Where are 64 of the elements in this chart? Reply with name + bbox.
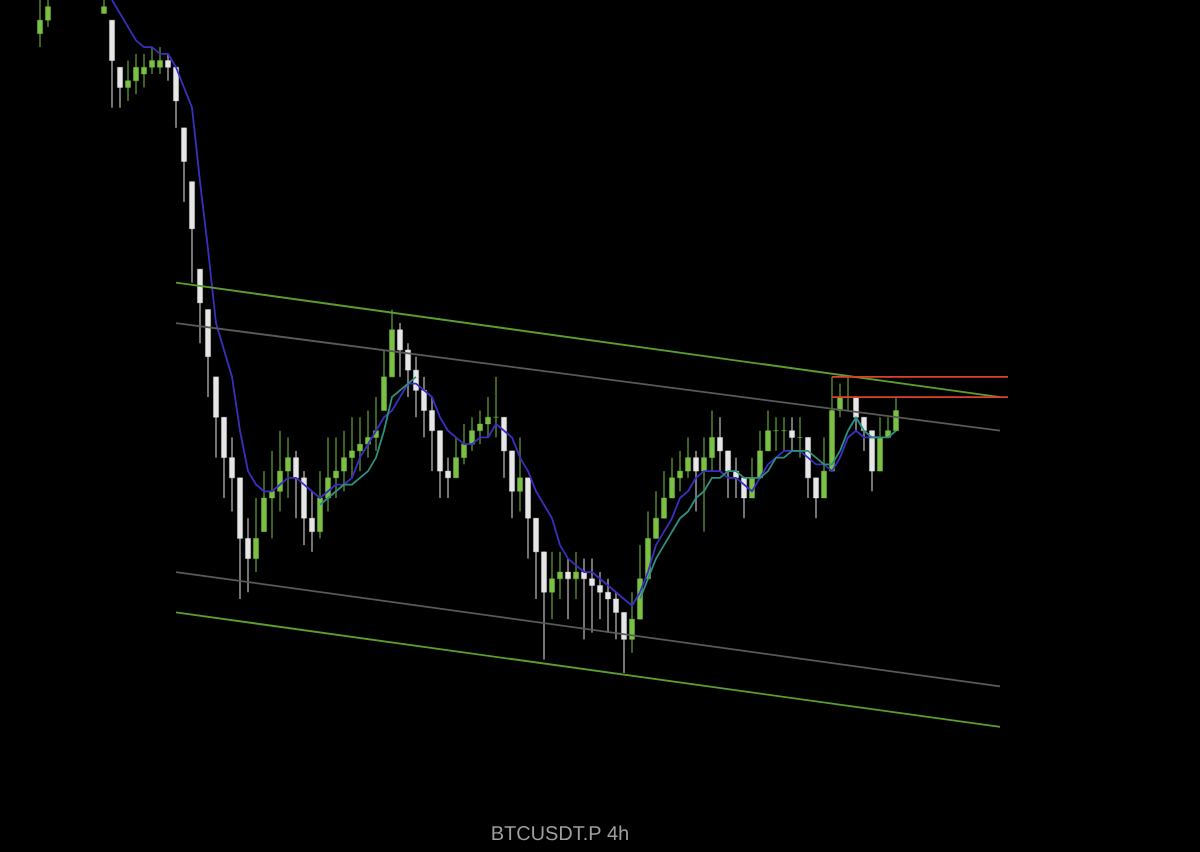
candlestick (613, 591, 619, 640)
candlestick (453, 436, 459, 479)
candlestick (269, 450, 275, 539)
candlestick (797, 416, 803, 459)
candlestick (37, 0, 43, 48)
candlestick (309, 490, 315, 553)
candlestick (781, 416, 787, 452)
candlestick (133, 53, 139, 95)
candlestick (557, 551, 563, 600)
candlestick (493, 376, 499, 438)
candlestick (813, 477, 819, 519)
candlestick (861, 416, 867, 452)
candlestick (701, 436, 707, 533)
candlestick (445, 457, 451, 499)
candlestick (677, 450, 683, 492)
candlestick (661, 470, 667, 519)
candlestick (149, 46, 155, 75)
candlestick (101, 0, 107, 14)
candlestick (357, 416, 363, 472)
candlestick (581, 558, 587, 640)
candlestick (429, 396, 435, 472)
candlestick (893, 396, 899, 432)
candlestick (573, 551, 579, 600)
candlestick (717, 416, 723, 472)
candlestick (669, 457, 675, 499)
candlestick (725, 450, 731, 499)
candlestick (157, 46, 163, 75)
candlestick (589, 558, 595, 634)
candlestick (253, 497, 259, 573)
candlestick (349, 416, 355, 479)
candlestick (421, 376, 427, 438)
candlestick (325, 436, 331, 512)
candlestick (517, 436, 523, 512)
candlestick (461, 423, 467, 465)
candlestick (45, 0, 51, 28)
candlestick (293, 450, 299, 519)
candlestick (141, 53, 147, 88)
candlestick (709, 410, 715, 472)
candlestick (341, 430, 347, 492)
candlestick (397, 322, 403, 378)
candlestick (549, 551, 555, 620)
candlestick (605, 578, 611, 634)
candlestick (245, 517, 251, 593)
candlestick (117, 66, 123, 109)
candlestick (165, 53, 171, 82)
candlestick (597, 571, 603, 620)
candlestick (485, 396, 491, 438)
candlestick (773, 416, 779, 452)
candlestick (405, 342, 411, 398)
candlestick (277, 430, 283, 512)
candlestick (285, 436, 291, 499)
text: BTCUSDT.P 4h (492, 825, 628, 841)
candlestick (565, 558, 571, 620)
candlestick (789, 416, 795, 452)
candlestick (333, 436, 339, 499)
candlestick (229, 436, 235, 512)
candlestick (477, 410, 483, 445)
candlestick (765, 410, 771, 452)
candlestick (693, 450, 699, 512)
candlestick (653, 490, 659, 539)
candlestick (629, 591, 635, 654)
candlestick (125, 60, 131, 102)
candlestick (685, 436, 691, 479)
candlestick (469, 416, 475, 452)
